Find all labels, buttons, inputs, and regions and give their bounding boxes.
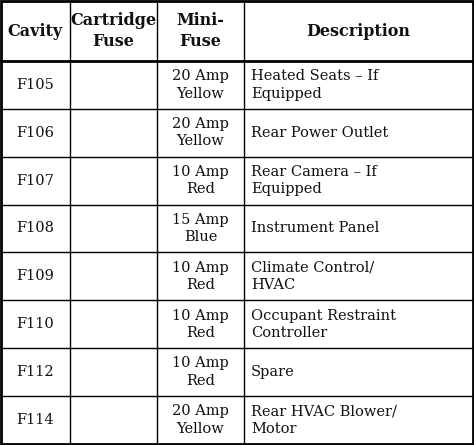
Text: F106: F106 (17, 126, 55, 140)
Text: 10 Amp
Red: 10 Amp Red (172, 165, 229, 196)
Text: 10 Amp
Red: 10 Amp Red (172, 308, 229, 340)
Text: F105: F105 (17, 78, 55, 92)
Text: Rear HVAC Blower/
Motor: Rear HVAC Blower/ Motor (251, 404, 397, 436)
Text: F107: F107 (17, 174, 55, 188)
Text: 20 Amp
Yellow: 20 Amp Yellow (172, 69, 229, 101)
Text: Spare: Spare (251, 365, 295, 379)
Text: Occupant Restraint
Controller: Occupant Restraint Controller (251, 308, 396, 340)
Text: F112: F112 (17, 365, 54, 379)
Text: 10 Amp
Red: 10 Amp Red (172, 356, 229, 388)
Text: 10 Amp
Red: 10 Amp Red (172, 261, 229, 292)
Text: Mini-
Fuse: Mini- Fuse (176, 12, 224, 50)
Text: Rear Camera – If
Equipped: Rear Camera – If Equipped (251, 165, 377, 196)
Text: Rear Power Outlet: Rear Power Outlet (251, 126, 388, 140)
Text: F109: F109 (17, 269, 55, 283)
Text: 20 Amp
Yellow: 20 Amp Yellow (172, 117, 229, 148)
Text: 20 Amp
Yellow: 20 Amp Yellow (172, 404, 229, 436)
Text: Climate Control/
HVAC: Climate Control/ HVAC (251, 261, 374, 292)
Text: F110: F110 (17, 317, 54, 331)
Text: Cartridge
Fuse: Cartridge Fuse (70, 12, 156, 50)
Text: Cavity: Cavity (8, 23, 63, 40)
Text: F108: F108 (17, 222, 55, 235)
Text: Heated Seats – If
Equipped: Heated Seats – If Equipped (251, 69, 378, 101)
Text: 15 Amp
Blue: 15 Amp Blue (172, 213, 229, 244)
Text: Instrument Panel: Instrument Panel (251, 222, 379, 235)
Text: F114: F114 (17, 413, 54, 427)
Text: Description: Description (306, 23, 410, 40)
